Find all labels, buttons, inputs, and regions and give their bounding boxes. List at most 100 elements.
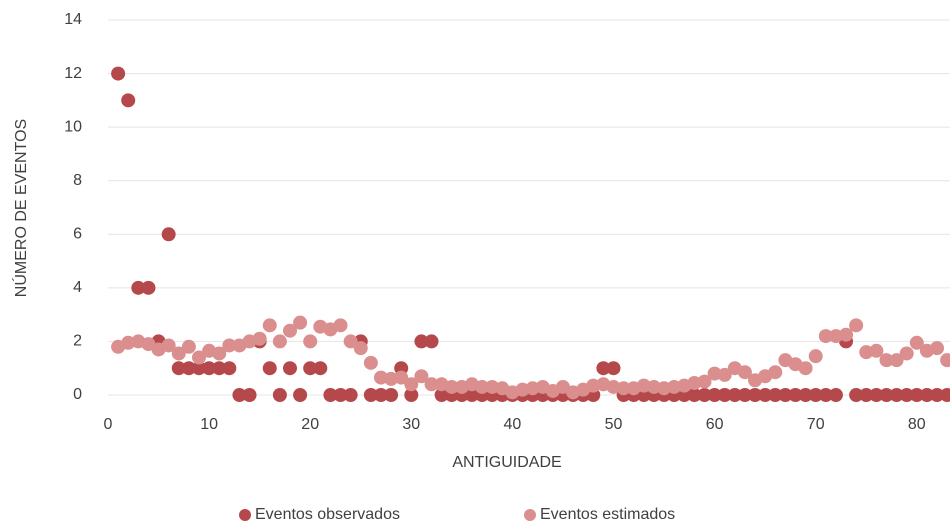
point [889,353,904,368]
point [758,388,773,402]
point [171,346,186,361]
x-tick-label: 20 [301,416,319,433]
point [202,361,217,376]
point [303,334,318,349]
x-tick-label: 50 [605,416,623,433]
point [343,334,358,349]
point [222,338,237,353]
point [444,379,459,394]
point [919,388,934,402]
point [232,388,247,402]
point [879,353,894,368]
point [242,388,257,402]
point [191,350,206,365]
point [748,388,763,402]
point [475,379,490,394]
point [808,349,823,364]
point [940,353,950,368]
point [262,318,277,333]
x-tick-label: 40 [504,416,522,433]
point [222,361,237,376]
point [899,388,914,402]
point [828,388,843,402]
point [313,361,328,376]
point [697,374,712,389]
y-tick-label: 6 [73,226,82,243]
point [333,318,348,333]
point [434,388,449,402]
point [404,388,419,402]
point [394,370,409,385]
x-tick-label: 80 [908,416,926,433]
point [252,331,267,346]
point [161,227,176,242]
point [818,388,833,402]
point [414,369,429,384]
point [737,365,752,380]
legend-marker [239,509,251,521]
point [879,388,894,402]
point [373,388,388,402]
point [181,339,196,354]
point [272,334,287,349]
point [111,66,126,81]
point [191,361,206,376]
point [707,388,722,402]
y-tick-label: 2 [73,333,82,350]
point [869,388,884,402]
point [849,388,864,402]
point [323,388,338,402]
point [424,334,439,349]
y-tick-label: 10 [64,118,82,135]
point [798,388,813,402]
point [131,280,146,295]
point [940,388,950,402]
point [889,388,904,402]
point [161,338,176,353]
legend-marker [524,509,536,521]
point [171,361,186,376]
point [839,327,854,342]
point [414,334,429,349]
point [404,377,419,392]
x-tick-label: 10 [200,416,218,433]
point [363,355,378,370]
point [859,388,874,402]
point [697,388,712,402]
point [606,361,621,376]
point [343,388,358,402]
point [909,335,924,350]
point [808,388,823,402]
point [464,388,479,402]
point [272,388,287,402]
point [616,381,631,396]
point [849,318,864,333]
point [141,280,156,295]
point [596,361,611,376]
point [293,315,308,330]
point [293,388,308,402]
y-tick-label: 12 [64,65,82,82]
y-tick-label: 0 [73,386,82,403]
point [727,388,742,402]
point [282,323,297,338]
point [717,388,732,402]
x-tick-label: 30 [402,416,420,433]
y-tick-label: 8 [73,172,82,189]
point [869,343,884,358]
point [930,341,945,356]
point [930,388,945,402]
point [303,361,318,376]
point [212,346,227,361]
point [717,367,732,382]
point [768,365,783,380]
point [121,93,136,108]
point [363,388,378,402]
y-axis-title: NÚMERO DE EVENTOS [11,119,30,297]
x-tick-label: 70 [807,416,825,433]
point [181,361,196,376]
point [424,377,439,392]
point [818,329,833,344]
x-tick-label: 60 [706,416,724,433]
